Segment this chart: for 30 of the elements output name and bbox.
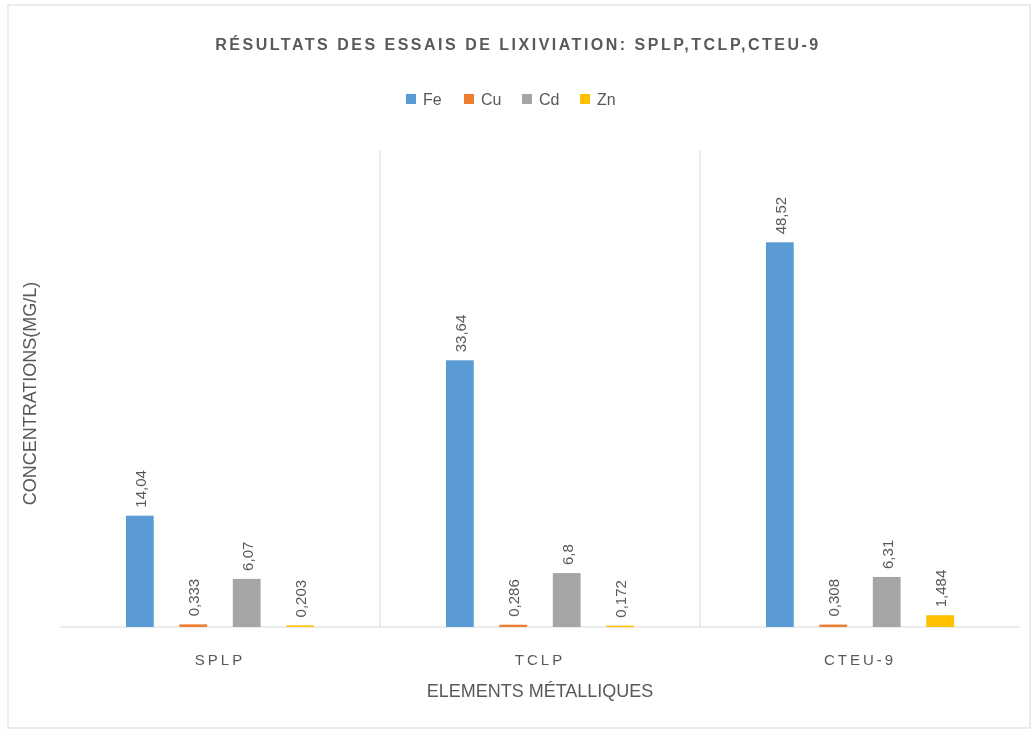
- x-tick-label: SPLP: [194, 651, 246, 668]
- bar: [552, 573, 581, 627]
- bar: [872, 576, 901, 627]
- x-axis-title: ELEMENTS MÉTALLIQUES: [426, 681, 654, 701]
- bar: [125, 515, 154, 627]
- data-label: 0,308: [825, 579, 843, 617]
- x-tick-label: TCLP: [514, 651, 566, 668]
- legend-label: Cd: [539, 91, 560, 108]
- chart-title: RÉSULTATS DES ESSAIS DE LIXIVIATION: SPLP,TCLP,CTEU-9: [215, 35, 821, 53]
- data-label: 48,52: [771, 196, 789, 235]
- data-label: 0,172: [612, 580, 630, 618]
- data-label: 33,64: [451, 314, 469, 353]
- data-label: 1,484: [932, 569, 950, 608]
- data-label: 14,04: [131, 470, 149, 508]
- bar: [926, 615, 955, 627]
- data-label: 0,333: [185, 578, 203, 617]
- data-label: 0,286: [505, 579, 523, 617]
- legend-label: Fe: [423, 91, 442, 108]
- bar: [179, 624, 208, 627]
- data-label: 6,07: [238, 541, 256, 571]
- legend-label: Cu: [481, 91, 502, 108]
- data-label: 0,203: [292, 579, 310, 618]
- legend-label: Zn: [597, 91, 616, 108]
- data-label: 6,31: [878, 539, 896, 569]
- y-axis-title: CONCENTRATIONS(MG/L): [20, 281, 40, 506]
- bar: [232, 578, 261, 627]
- bar: [445, 360, 474, 627]
- data-label: 6,8: [558, 544, 576, 566]
- x-tick-label: CTEU-9: [823, 651, 897, 668]
- bar: [765, 242, 794, 627]
